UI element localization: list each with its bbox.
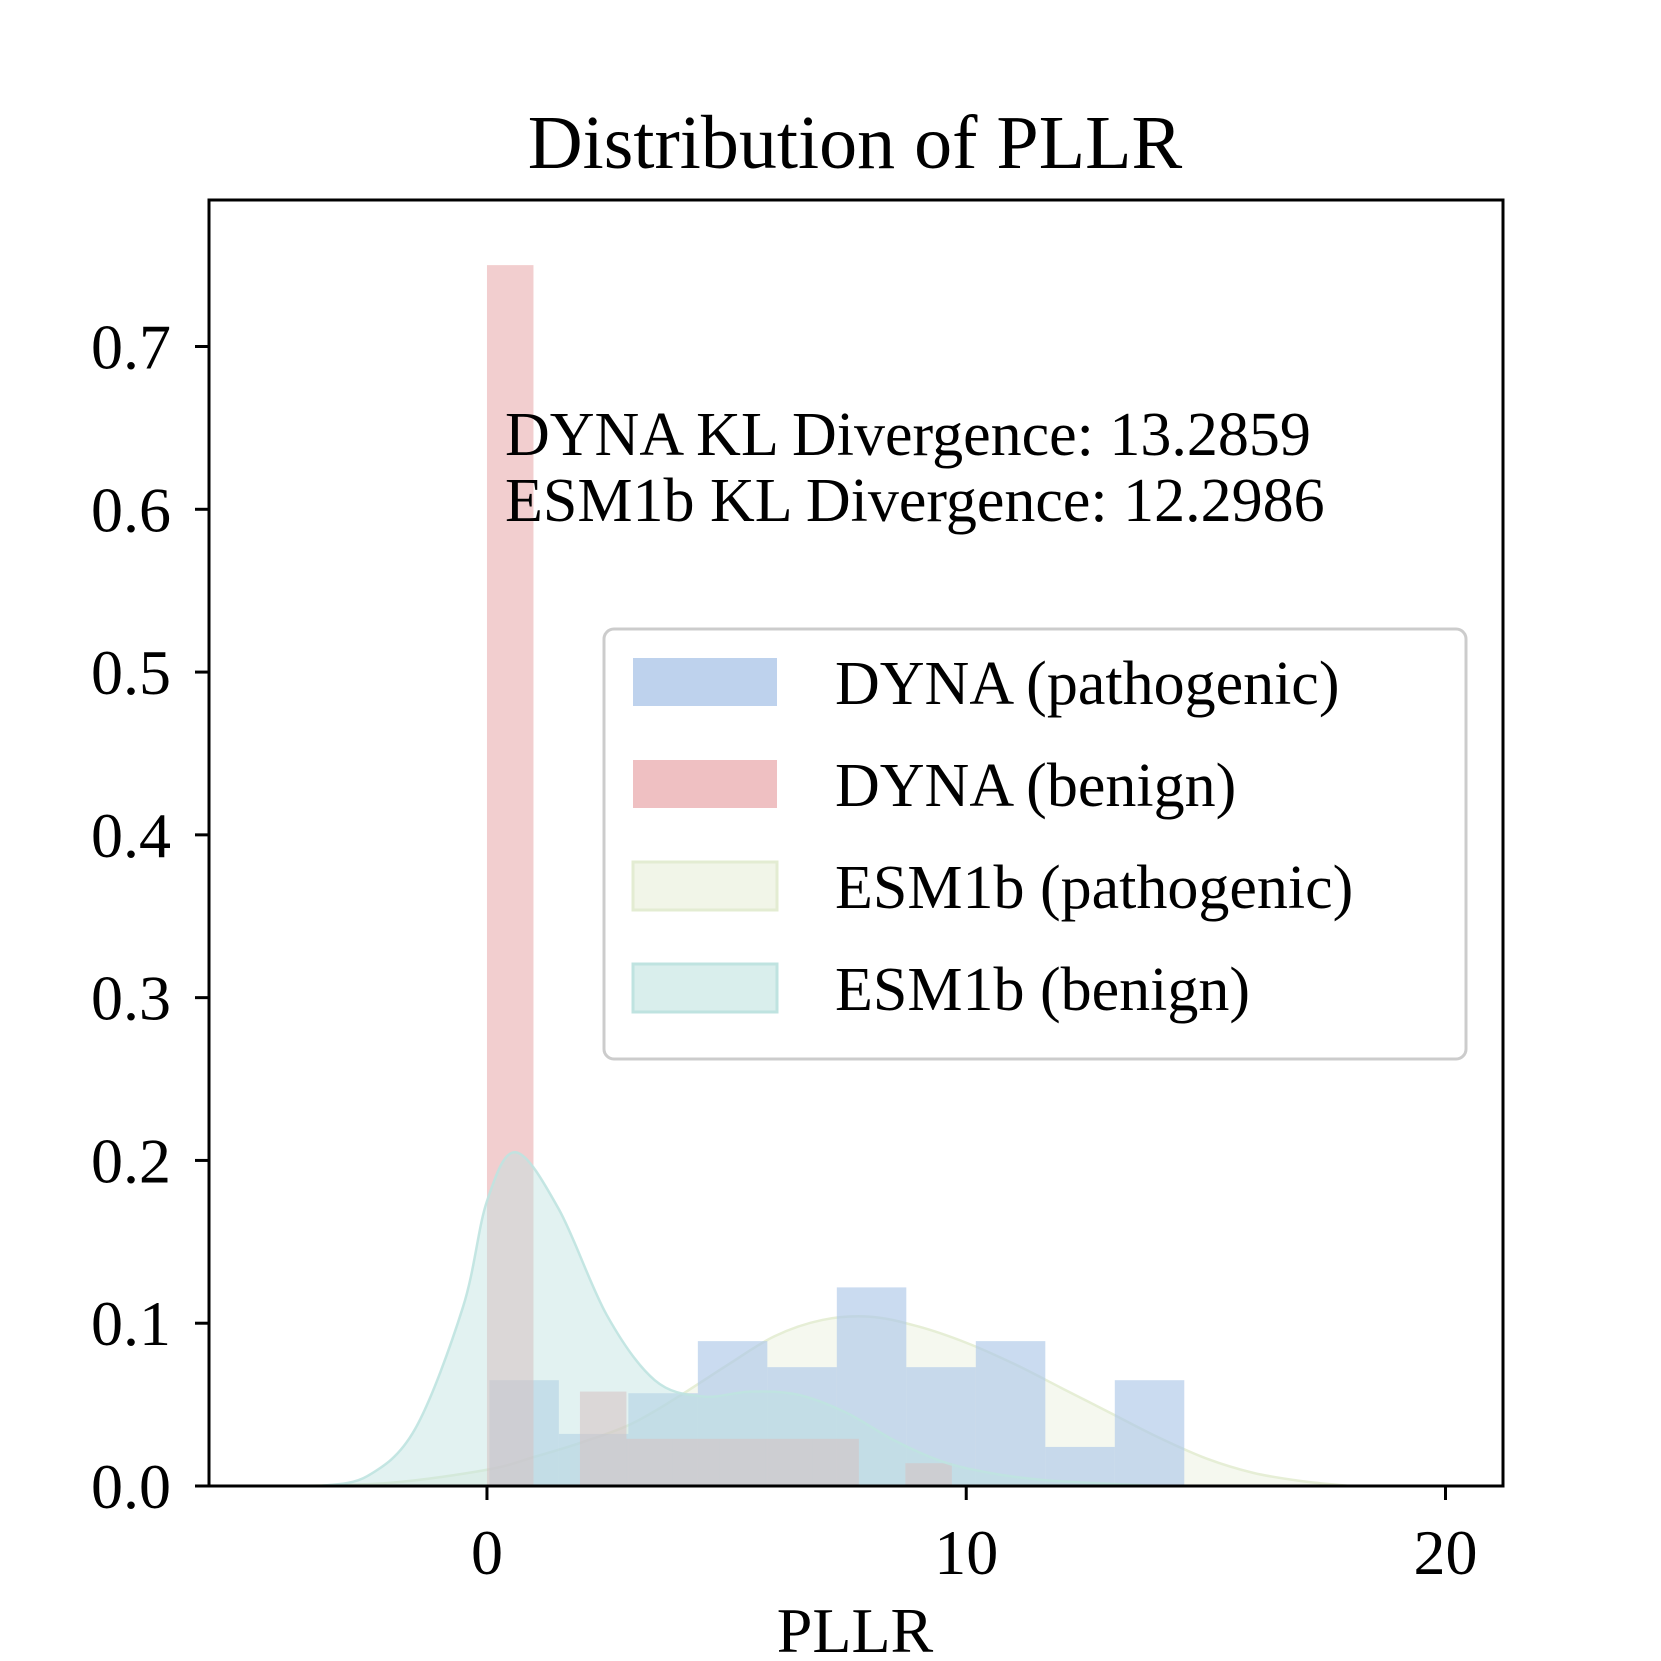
x-tick-label: 0: [471, 1517, 503, 1588]
annotation-esm1b-kl: ESM1b KL Divergence: 12.2986: [505, 467, 1325, 535]
y-tick-label: 0.4: [91, 800, 171, 871]
bar-dyna-benign-9: [905, 1463, 952, 1486]
bar-dyna-benign-5: [719, 1438, 766, 1486]
legend-label: ESM1b (benign): [835, 956, 1250, 1024]
annotation-dyna-kl: DYNA KL Divergence: 13.2859: [505, 401, 1311, 469]
bar-dyna-pathogenic-9: [1114, 1380, 1185, 1486]
legend: DYNA (pathogenic) DYNA (benign) ESM1b (pat…: [602, 627, 1468, 1061]
legend-box: [602, 627, 1468, 1061]
axis-layer: 0.0 0.1 0.2 0.3 0.4 0.5 0.6 0.7 0 10 20: [91, 312, 1477, 1588]
x-axis-label: PLLR: [777, 1595, 934, 1661]
y-tick-label: 0.2: [91, 1125, 171, 1196]
bar-dyna-benign-2: [579, 1391, 627, 1486]
kde-line-esm1b-benign: [318, 1151, 1158, 1488]
legend-swatch: [633, 760, 777, 808]
plot-frame: [207, 198, 1505, 1488]
x-tick-label: 20: [1413, 1517, 1477, 1588]
legend-swatch: [631, 860, 779, 912]
series-layer: [295, 265, 1350, 1488]
bar-dyna-benign-4: [672, 1438, 720, 1486]
legend-item-esm1b-benign: ESM1b (benign): [631, 956, 1250, 1024]
y-tick-label: 0.3: [91, 963, 171, 1034]
legend-swatch: [633, 658, 777, 706]
bar-dyna-benign-0: [486, 265, 534, 1487]
y-tick-label: 0.6: [91, 474, 171, 545]
legend-label: ESM1b (pathogenic): [835, 854, 1353, 922]
y-tick-label: 0.7: [91, 312, 171, 383]
bar-dyna-benign-3: [626, 1438, 673, 1486]
bar-dyna-pathogenic-7: [975, 1341, 1046, 1486]
x-tick-label: 10: [934, 1517, 998, 1588]
legend-label: DYNA (benign): [835, 752, 1236, 820]
legend-label: DYNA (pathogenic): [835, 650, 1339, 718]
legend-item-dyna-benign: DYNA (benign): [633, 752, 1236, 820]
bar-dyna-pathogenic-8: [1045, 1446, 1115, 1486]
legend-item-esm1b-pathogenic: ESM1b (pathogenic): [631, 854, 1353, 922]
y-tick-label: 0.1: [91, 1288, 171, 1359]
legend-item-dyna-pathogenic: DYNA (pathogenic): [633, 650, 1339, 718]
y-tick-label: 0.5: [91, 637, 171, 708]
series-esm1b-benign: [318, 1151, 1158, 1488]
y-tick-label: 0.0: [91, 1451, 171, 1522]
series-dyna-benign: [486, 265, 952, 1487]
bar-dyna-benign-6: [765, 1438, 813, 1486]
legend-swatch: [631, 962, 779, 1014]
bar-dyna-benign-7: [812, 1438, 859, 1486]
kde-area-esm1b-benign: [319, 1152, 1158, 1486]
kl-annotations: DYNA KL Divergence: 13.2859 ESM1b KL Div…: [505, 401, 1325, 535]
chart-title: Distribution of PLLR: [528, 101, 1183, 185]
